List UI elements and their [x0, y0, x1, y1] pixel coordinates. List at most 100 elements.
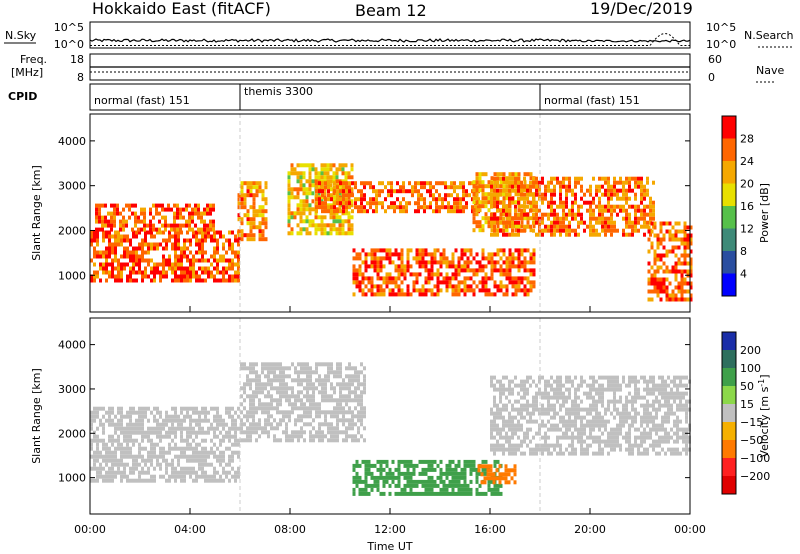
echo-cell [168, 238, 171, 243]
echo-cell [204, 430, 207, 435]
echo-cell [481, 256, 485, 261]
echo-cell [445, 260, 449, 265]
echo-cell [411, 189, 414, 194]
echo-cell [513, 472, 517, 477]
echo-cell [222, 470, 225, 475]
echo-cell [496, 423, 499, 428]
echo-cell [499, 387, 502, 392]
echo-cell [96, 230, 99, 235]
echo-cell [195, 446, 198, 451]
echo-cell [462, 181, 465, 186]
echo-cell [469, 248, 473, 253]
echo-cell [352, 272, 356, 277]
echo-cell [508, 188, 511, 193]
echo-cell [306, 410, 309, 415]
echo-cell [505, 184, 509, 189]
echo-cell [367, 288, 371, 293]
echo-cell [338, 191, 342, 196]
echo-cell [550, 192, 553, 197]
echo-cell [514, 228, 518, 233]
echo-cell [457, 268, 461, 273]
echo-cell [370, 284, 374, 289]
echo-cell [171, 466, 174, 471]
echo-cell [505, 395, 508, 400]
echo-cell [249, 430, 252, 435]
echo-cell [348, 185, 351, 190]
echo-cell [432, 185, 435, 190]
echo-cell [294, 418, 297, 423]
echo-cell [385, 459, 389, 464]
echo-cell [90, 238, 93, 243]
echo-cell [329, 187, 333, 192]
echo-cell [123, 434, 126, 439]
echo-cell [637, 427, 640, 432]
echo-cell [327, 185, 330, 190]
echo-cell [652, 427, 655, 432]
echo-cell [285, 382, 288, 387]
echo-cell [499, 272, 503, 277]
echo-cell [132, 410, 135, 415]
echo-cell [141, 478, 144, 483]
echo-cell [499, 256, 503, 261]
echo-cell [296, 179, 300, 184]
echo-cell [628, 423, 631, 428]
echo-cell [354, 394, 357, 399]
echo-cell [577, 204, 580, 209]
echo-cell [135, 230, 138, 235]
echo-cell [363, 205, 366, 210]
echo-cell [686, 237, 690, 242]
echo-cell [674, 285, 678, 290]
echo-cell [306, 394, 309, 399]
echo-cell [249, 402, 252, 407]
echo-cell [161, 207, 164, 212]
echo-cell [357, 410, 360, 415]
echo-cell [625, 232, 628, 237]
echo-cell [619, 415, 622, 420]
echo-cell [652, 204, 655, 209]
echo-cell [478, 220, 482, 225]
echo-cell [481, 252, 485, 257]
echo-cell [378, 181, 381, 186]
echo-cell [373, 463, 377, 468]
echo-cell [559, 443, 562, 448]
echo-cell [493, 172, 497, 177]
echo-cell [433, 284, 437, 289]
echo-cell [393, 205, 396, 210]
echo-cell [607, 216, 610, 221]
echo-cell [478, 208, 482, 213]
echo-cell [454, 284, 458, 289]
echo-cell [309, 422, 312, 427]
echo-cell [430, 268, 434, 273]
echo-cell [225, 462, 228, 467]
echo-cell [426, 205, 429, 210]
echo-cell [132, 270, 135, 275]
echo-cell [354, 386, 357, 391]
echo-cell [182, 223, 185, 228]
echo-cell [258, 185, 262, 190]
echo-cell [213, 258, 216, 263]
echo-cell [370, 256, 374, 261]
echo-cell [571, 411, 574, 416]
echo-cell [315, 386, 318, 391]
echo-cell [568, 443, 571, 448]
echo-cell [372, 185, 375, 190]
echo-cell [496, 184, 500, 189]
echo-cell [93, 414, 96, 419]
echo-cell [424, 268, 428, 273]
echo-cell [174, 410, 177, 415]
colorbar-frame [721, 115, 737, 297]
echo-cell [634, 399, 637, 404]
echo-cell [397, 479, 401, 484]
echo-cell [367, 491, 371, 496]
echo-cell [526, 403, 529, 408]
echo-cell [634, 216, 637, 221]
echo-cell [628, 427, 631, 432]
echo-cell [134, 211, 137, 216]
echo-cell [347, 223, 351, 228]
echo-cell [156, 270, 159, 275]
echo-cell [240, 233, 244, 238]
echo-cell [628, 379, 631, 384]
echo-cell [168, 258, 171, 263]
echo-cell [631, 447, 634, 452]
echo-cell [370, 288, 374, 293]
